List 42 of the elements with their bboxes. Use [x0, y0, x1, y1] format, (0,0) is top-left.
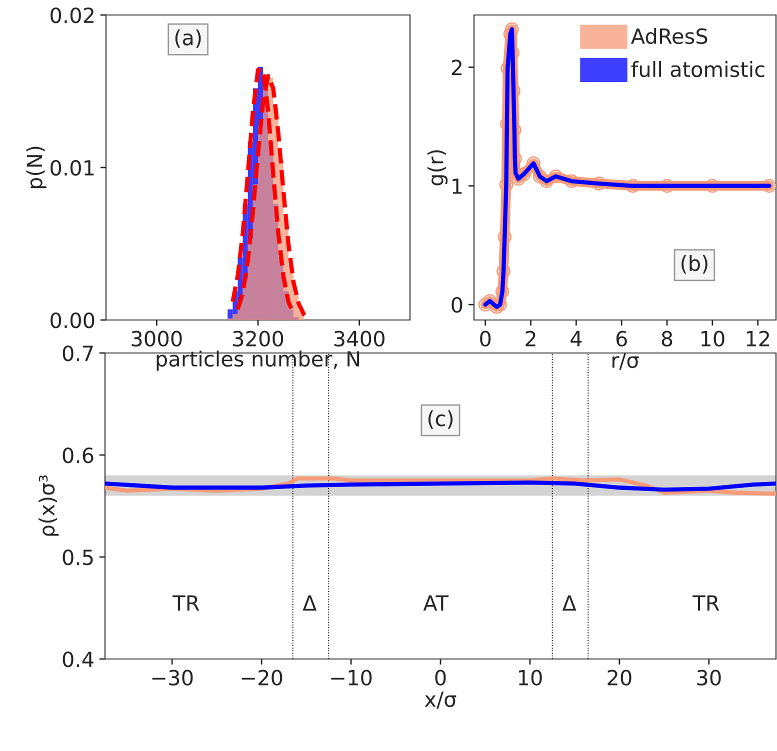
- annotation: AT: [423, 595, 449, 611]
- annotation: (c): [428, 410, 453, 429]
- x-tick-label: 0: [480, 330, 491, 347]
- y-tick-label: 0.01: [50, 160, 94, 176]
- annotation: (a): [175, 29, 201, 48]
- y-tick-label: 2: [452, 60, 462, 76]
- legend-label: AdResS: [630, 28, 708, 44]
- y-tick-label: 0.00: [50, 312, 94, 328]
- x-tick-label: 12: [746, 330, 770, 346]
- x-axis-title: r/σ: [612, 352, 639, 370]
- y-axis-title: ρ(x)σ³: [38, 475, 59, 536]
- x-tick-label: 3000: [132, 330, 182, 347]
- y-tick-label: 0.6: [62, 447, 94, 464]
- x-tick-label: 10: [701, 330, 724, 347]
- y-tick-label: 0.7: [62, 345, 93, 362]
- x-tick-label: −30: [152, 670, 193, 686]
- x-tick-label: −20: [242, 670, 282, 686]
- x-tick-label: 3200: [233, 330, 284, 347]
- x-tick-label: −10: [331, 670, 372, 686]
- x-tick-label: 2: [526, 330, 536, 346]
- x-tick-label: 8: [662, 330, 672, 347]
- y-tick-label: 0.5: [62, 549, 93, 566]
- x-tick-label: 4: [570, 331, 582, 346]
- y-axis-title: g(r): [427, 150, 448, 186]
- x-tick-label: 3400: [334, 330, 384, 347]
- annotation: TR: [172, 595, 200, 611]
- x-tick-label: 30: [697, 670, 721, 686]
- x-axis-title: x/σ: [424, 692, 456, 709]
- x-tick-label: 6: [616, 330, 627, 347]
- annotation: Δ: [302, 595, 317, 611]
- annotation: TR: [692, 595, 720, 611]
- annotation: (b): [682, 255, 708, 274]
- y-tick-label: 0: [452, 297, 462, 313]
- x-tick-label: 20: [608, 670, 632, 686]
- y-tick-label: 0.4: [62, 651, 94, 668]
- annotation: Δ: [562, 595, 576, 611]
- y-tick-label: 0.02: [50, 7, 94, 24]
- y-tick-label: 1: [452, 178, 462, 194]
- legend-label: full atomistic: [631, 61, 764, 78]
- x-tick-label: 0: [435, 670, 446, 686]
- y-axis-title: p(N): [26, 146, 46, 188]
- x-tick-label: 10: [519, 670, 542, 686]
